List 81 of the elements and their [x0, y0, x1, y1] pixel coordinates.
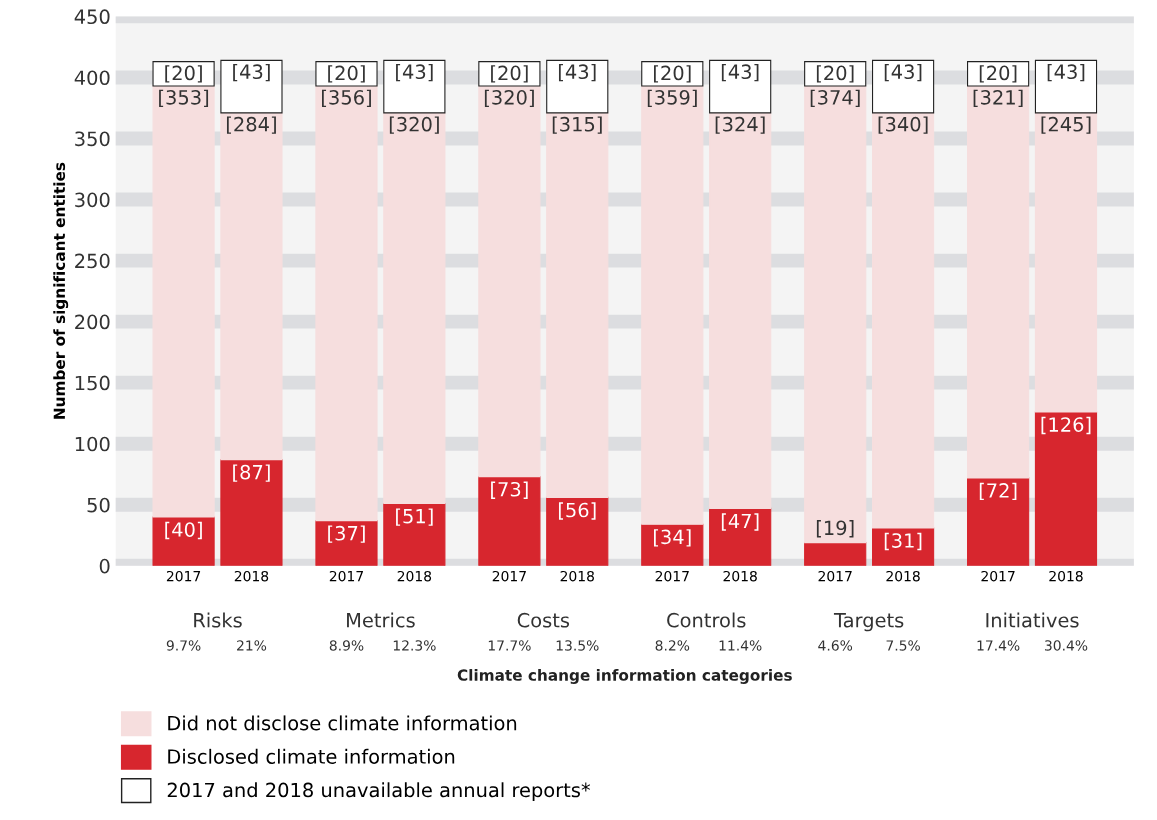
legend-label: Did not disclose climate information	[168, 715, 517, 731]
y-tick-label: 200	[75, 314, 110, 330]
data-label: [47]	[721, 513, 759, 531]
x-tick-label: 2017	[818, 570, 852, 582]
data-label: [284]	[226, 116, 276, 134]
text: Metrics	[347, 612, 415, 628]
data-label: [43]	[558, 64, 596, 82]
data-label: [20]	[816, 65, 854, 83]
text: 4.6%	[818, 640, 853, 651]
x-tick-label: 2017	[981, 570, 1015, 582]
text: 11.4%	[719, 640, 762, 651]
text: 13.5%	[556, 640, 599, 651]
x-tick-label: 2018	[1049, 570, 1083, 582]
data-label: [56]	[558, 502, 596, 520]
data-label: [356]	[322, 89, 371, 107]
text: 17.4%	[977, 640, 1020, 651]
x-tick-label: 2018	[234, 570, 269, 582]
y-tick-label: 450	[74, 9, 110, 25]
y-tick-label: 50	[87, 497, 110, 513]
text: 7.5%	[886, 640, 920, 651]
data-label: [359]	[647, 89, 697, 107]
text: 8.9%	[329, 640, 364, 651]
data-label: [43]	[396, 64, 433, 82]
data-label: [37]	[328, 525, 365, 543]
text: Costs	[517, 612, 570, 628]
y-tick-label: 350	[75, 131, 110, 147]
data-label: [43]	[721, 64, 759, 82]
data-label: [320]	[389, 116, 439, 134]
y-tick-label: 100	[75, 436, 110, 452]
data-label: [340]	[878, 116, 928, 134]
data-label: [43]	[884, 64, 922, 82]
data-label: [20]	[328, 65, 365, 83]
x-tick-label: 2018	[397, 570, 432, 582]
legend-label: 2017 and 2018 unavailable annual reports*	[167, 782, 591, 802]
text: 21%	[237, 640, 267, 651]
data-label: [315]	[552, 116, 602, 134]
text: 8.2%	[655, 640, 690, 651]
data-label: [72]	[979, 482, 1017, 501]
data-label: [34]	[654, 529, 691, 547]
x-tick-label: 2017	[329, 570, 363, 582]
y-tick-label: 250	[75, 253, 110, 269]
data-label: [324]	[715, 116, 765, 134]
text: Controls	[667, 612, 746, 628]
data-label: [19]	[816, 520, 854, 538]
text: Initiatives	[986, 612, 1079, 628]
data-label: [51]	[396, 508, 433, 526]
data-label: [353]	[159, 89, 209, 107]
y-tick-label: 400	[74, 70, 110, 86]
text: Climate change information categories	[457, 669, 792, 684]
data-label: [43]	[1047, 64, 1085, 82]
data-label: [20]	[654, 65, 691, 83]
text: Targets	[833, 613, 904, 632]
data-label: [374]	[810, 89, 860, 107]
data-label: [20]	[165, 65, 202, 83]
data-label: [43]	[233, 64, 270, 82]
data-label: [20]	[979, 65, 1017, 83]
y-tick-label: 0	[99, 558, 110, 574]
x-tick-label: 2017	[166, 570, 201, 582]
x-tick-label: 2018	[886, 570, 920, 582]
text: 9.7%	[166, 640, 201, 651]
data-label: [320]	[484, 89, 534, 107]
data-label: [20]	[491, 65, 528, 83]
data-label: [31]	[884, 532, 922, 551]
data-label: [321]	[973, 89, 1023, 107]
text: 12.3%	[393, 640, 436, 651]
x-tick-label: 2017	[492, 570, 526, 582]
data-label: [73]	[491, 481, 528, 499]
y-tick-label: 300	[75, 192, 110, 208]
text: Risks	[194, 612, 242, 628]
data-label: [126]	[1041, 416, 1091, 435]
y-tick-label: 150	[75, 375, 110, 391]
data-label: [245]	[1041, 116, 1091, 134]
text: 17.7%	[488, 640, 531, 651]
data-label: [87]	[233, 464, 270, 482]
legend-label: Disclosed climate information	[168, 748, 455, 764]
text: 30.4%	[1044, 640, 1088, 651]
x-tick-label: 2018	[560, 570, 594, 582]
x-tick-label: 2017	[655, 570, 689, 582]
x-tick-label: 2018	[723, 570, 757, 582]
y-axis-title: Number of significant entities	[53, 162, 69, 419]
data-label: [40]	[165, 521, 202, 540]
